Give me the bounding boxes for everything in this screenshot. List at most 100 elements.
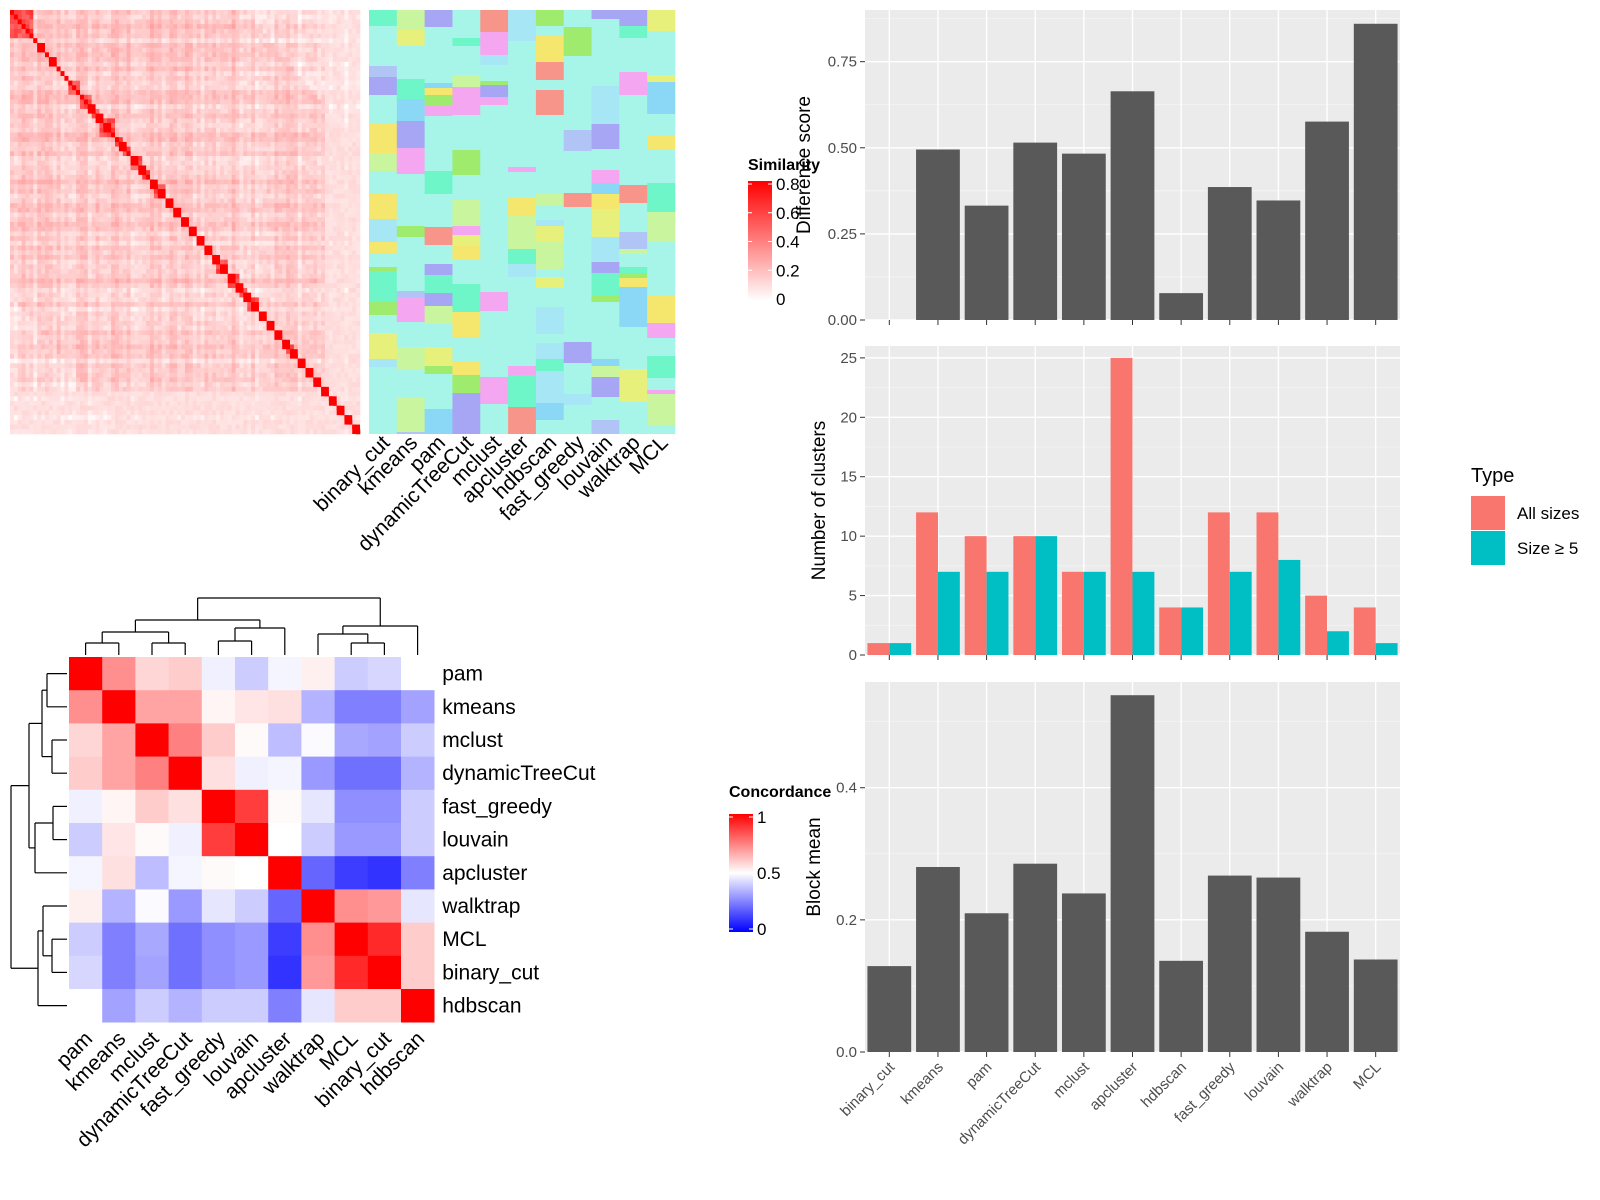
similarity-cell xyxy=(37,66,42,72)
similarity-cell xyxy=(196,28,201,34)
similarity-cell xyxy=(48,132,54,138)
similarity-cell xyxy=(313,203,318,209)
similarity-cell xyxy=(21,104,26,110)
similarity-cell xyxy=(146,28,151,34)
similarity-cell xyxy=(111,259,116,265)
similarity-cell xyxy=(134,57,139,63)
similarity-cell xyxy=(204,75,209,81)
similarity-cell xyxy=(255,118,260,124)
similarity-cell xyxy=(332,160,337,166)
similarity-cell xyxy=(278,217,283,223)
similarity-cell xyxy=(165,156,170,162)
similarity-cell xyxy=(212,250,217,256)
similarity-cell xyxy=(317,123,322,129)
similarity-cell xyxy=(56,132,61,138)
similarity-cell xyxy=(356,61,361,67)
similarity-cell xyxy=(317,14,322,20)
similarity-cell xyxy=(91,80,96,86)
similarity-cell xyxy=(344,24,349,30)
similarity-cell xyxy=(258,165,264,171)
similarity-cell xyxy=(344,222,349,228)
similarity-cell xyxy=(185,38,190,44)
similarity-cell xyxy=(87,47,92,53)
similarity-cell xyxy=(188,113,194,119)
similarity-cell xyxy=(161,94,166,100)
similarity-cell xyxy=(196,245,201,251)
similarity-cell xyxy=(17,250,22,256)
similarity-cell xyxy=(48,207,54,213)
similarity-cell xyxy=(115,28,120,34)
similarity-cell xyxy=(332,61,337,67)
similarity-cell xyxy=(72,19,77,25)
similarity-cell xyxy=(41,71,46,77)
similarity-cell xyxy=(352,174,357,180)
similarity-cell xyxy=(99,193,104,199)
similarity-cell xyxy=(10,99,15,105)
similarity-cell xyxy=(216,118,221,124)
similarity-cell xyxy=(332,80,337,86)
similarity-cell xyxy=(325,160,330,166)
similarity-cell xyxy=(181,160,186,166)
similarity-cell xyxy=(317,57,322,63)
similarity-cell xyxy=(107,137,112,143)
similarity-cell xyxy=(282,184,287,190)
similarity-cell xyxy=(348,259,353,265)
similarity-cell xyxy=(309,127,314,133)
similarity-cell xyxy=(247,90,252,96)
similarity-cell xyxy=(188,52,194,58)
similarity-cell xyxy=(60,203,65,209)
similarity-cell xyxy=(227,99,232,105)
similarity-cell xyxy=(68,75,73,81)
similarity-cell xyxy=(41,226,46,232)
similarity-cell xyxy=(200,108,205,114)
similarity-cell xyxy=(153,118,159,124)
similarity-cell xyxy=(204,52,209,58)
similarity-cell xyxy=(115,33,120,39)
similarity-cell xyxy=(150,146,155,152)
similarity-cell xyxy=(48,250,54,256)
similarity-cell xyxy=(80,104,85,110)
similarity-cell xyxy=(204,231,209,237)
similarity-cell xyxy=(208,146,213,152)
similarity-cell xyxy=(212,118,217,124)
similarity-cell xyxy=(231,231,236,237)
similarity-cell xyxy=(25,57,30,63)
similarity-cell xyxy=(309,123,314,129)
similarity-cell xyxy=(227,156,232,162)
similarity-cell xyxy=(208,165,213,171)
similarity-cell xyxy=(247,170,252,176)
similarity-cell xyxy=(146,42,151,48)
similarity-cell xyxy=(103,85,108,91)
similarity-cell xyxy=(200,99,205,105)
similarity-cell xyxy=(157,19,162,25)
similarity-cell xyxy=(255,151,260,157)
similarity-cell xyxy=(111,231,116,237)
similarity-cell xyxy=(220,66,225,72)
similarity-cell xyxy=(231,212,236,218)
similarity-cell xyxy=(282,193,287,199)
similarity-cell xyxy=(41,160,46,166)
similarity-cell xyxy=(286,198,291,204)
similarity-cell xyxy=(45,203,50,209)
similarity-cell xyxy=(293,226,299,232)
similarity-cell xyxy=(157,42,162,48)
similarity-cell xyxy=(76,80,81,86)
similarity-cell xyxy=(95,94,100,100)
similarity-cell xyxy=(95,193,100,199)
similarity-cell xyxy=(328,156,334,162)
similarity-cell xyxy=(313,198,318,204)
similarity-cell xyxy=(247,250,252,256)
similarity-cell xyxy=(356,118,361,124)
similarity-cell xyxy=(107,151,112,157)
similarity-cell xyxy=(56,47,61,53)
similarity-cell xyxy=(25,10,30,16)
similarity-cell xyxy=(103,151,108,157)
similarity-cell xyxy=(52,141,57,147)
similarity-cell xyxy=(352,14,357,20)
similarity-cell xyxy=(95,14,100,20)
similarity-cell xyxy=(204,146,209,152)
similarity-cell xyxy=(328,10,334,16)
similarity-cell xyxy=(10,47,15,53)
similarity-cell xyxy=(157,137,162,143)
similarity-cell xyxy=(243,193,248,199)
